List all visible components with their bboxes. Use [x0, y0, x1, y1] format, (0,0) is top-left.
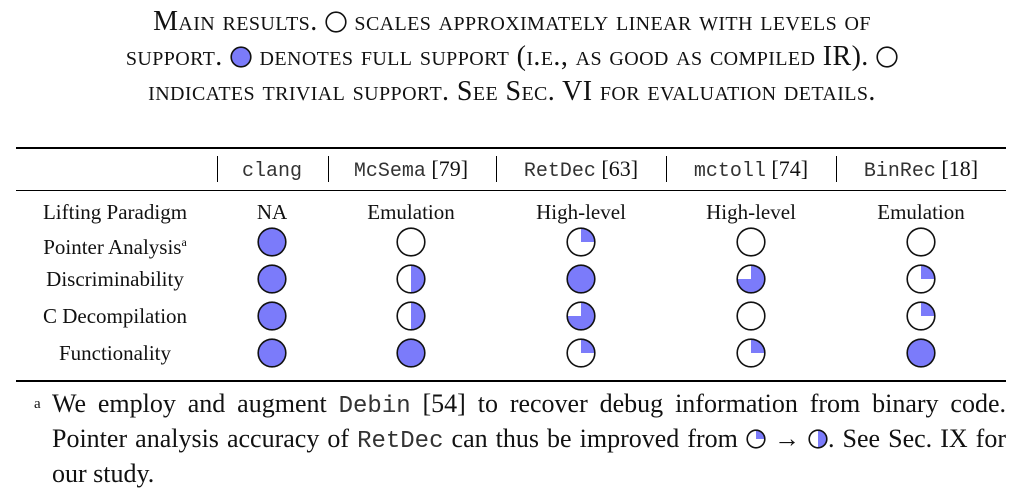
- table-header-rule: [16, 190, 1006, 191]
- table-top-rule: [16, 147, 1006, 149]
- row-label-lifting-paradigm: Lifting Paradigm: [16, 197, 214, 227]
- support-level-icon: [906, 301, 936, 331]
- empty-circle-icon: [876, 42, 898, 64]
- row-label-functionality: Functionality: [16, 338, 214, 368]
- support-level-icon: [257, 338, 287, 368]
- support-level-icon: [736, 264, 766, 294]
- support-level-icon: [906, 264, 936, 294]
- row-label-text: Functionality: [59, 341, 171, 365]
- support-level-icon: [736, 301, 766, 331]
- column-header-retdec: RetDec [63]: [496, 154, 666, 184]
- column-header-mcsema: McSema [79]: [326, 154, 496, 184]
- caption-text: support.: [126, 41, 223, 72]
- support-level-icon: [906, 227, 936, 257]
- caption-text: indicates trivial support. See Sec. VI f…: [148, 76, 876, 107]
- caption-text: scales approximately linear with levels …: [354, 6, 870, 37]
- paradigm-cell: High-level: [666, 197, 836, 227]
- row-label-c-decompilation: C Decompilation: [16, 301, 214, 331]
- column-header-mctoll: mctoll [74]: [666, 154, 836, 184]
- row-label-text: Discriminability: [46, 267, 184, 291]
- support-level-icon: [257, 301, 287, 331]
- support-level-icon: [566, 227, 596, 257]
- citation: [79]: [431, 156, 468, 181]
- caption-text: denotes full support (i.e., as good as c…: [260, 41, 869, 72]
- tool-name: mctoll: [694, 160, 766, 183]
- arrow-icon: →: [774, 424, 800, 453]
- citation: [74]: [771, 156, 808, 181]
- footnote-mark: a: [181, 235, 186, 249]
- caption-line-2: support. denotes full support (i.e., as …: [0, 39, 1024, 74]
- column-divider: [217, 156, 218, 182]
- footnote-text: We employ and augment: [52, 389, 327, 418]
- column-divider: [666, 156, 667, 182]
- footnote-text: can thus be improved from: [452, 424, 738, 453]
- paradigm-cell: Emulation: [836, 197, 1006, 227]
- support-level-icon: [396, 264, 426, 294]
- support-level-icon: [396, 301, 426, 331]
- tool-name-debin: Debin: [339, 393, 411, 420]
- tool-name: RetDec: [524, 160, 596, 183]
- paradigm-cell: High-level: [496, 197, 666, 227]
- row-label-discriminability: Discriminability: [16, 264, 214, 294]
- table-bottom-rule: [16, 380, 1006, 382]
- tool-name: BinRec: [864, 160, 936, 183]
- full-circle-icon: [230, 42, 252, 64]
- support-level-icon: [906, 338, 936, 368]
- row-label-pointer-analysis: Pointer Analysisa: [16, 227, 214, 257]
- empty-circle-icon: [325, 7, 347, 29]
- caption-line-1: Main results. scales approximately linea…: [0, 4, 1024, 39]
- row-label-text: C Decompilation: [43, 304, 187, 328]
- table-caption: Main results. scales approximately linea…: [0, 4, 1024, 109]
- caption-text: Main results.: [153, 6, 318, 37]
- tool-name: clang: [242, 160, 302, 183]
- tool-name: McSema: [354, 160, 426, 183]
- quarter-circle-icon: [746, 425, 766, 445]
- column-divider: [328, 156, 329, 182]
- citation: [18]: [941, 156, 978, 181]
- support-level-icon: [736, 227, 766, 257]
- tool-name-retdec: RetDec: [357, 428, 443, 455]
- half-circle-icon: [808, 425, 828, 445]
- support-level-icon: [257, 227, 287, 257]
- footnote-mark: a: [34, 388, 41, 420]
- support-level-icon: [566, 338, 596, 368]
- citation: [63]: [601, 156, 638, 181]
- support-level-icon: [257, 264, 287, 294]
- row-label-text: Pointer Analysis: [43, 235, 181, 259]
- support-level-icon: [396, 227, 426, 257]
- paradigm-cell: Emulation: [326, 197, 496, 227]
- table-footnote: a We employ and augment Debin [54] to re…: [38, 388, 1006, 490]
- support-level-icon: [396, 338, 426, 368]
- support-level-icon: [736, 338, 766, 368]
- column-header-binrec: BinRec [18]: [836, 154, 1006, 184]
- support-level-icon: [566, 264, 596, 294]
- column-divider: [496, 156, 497, 182]
- caption-line-3: indicates trivial support. See Sec. VI f…: [0, 74, 1024, 109]
- support-level-icon: [566, 301, 596, 331]
- column-divider: [836, 156, 837, 182]
